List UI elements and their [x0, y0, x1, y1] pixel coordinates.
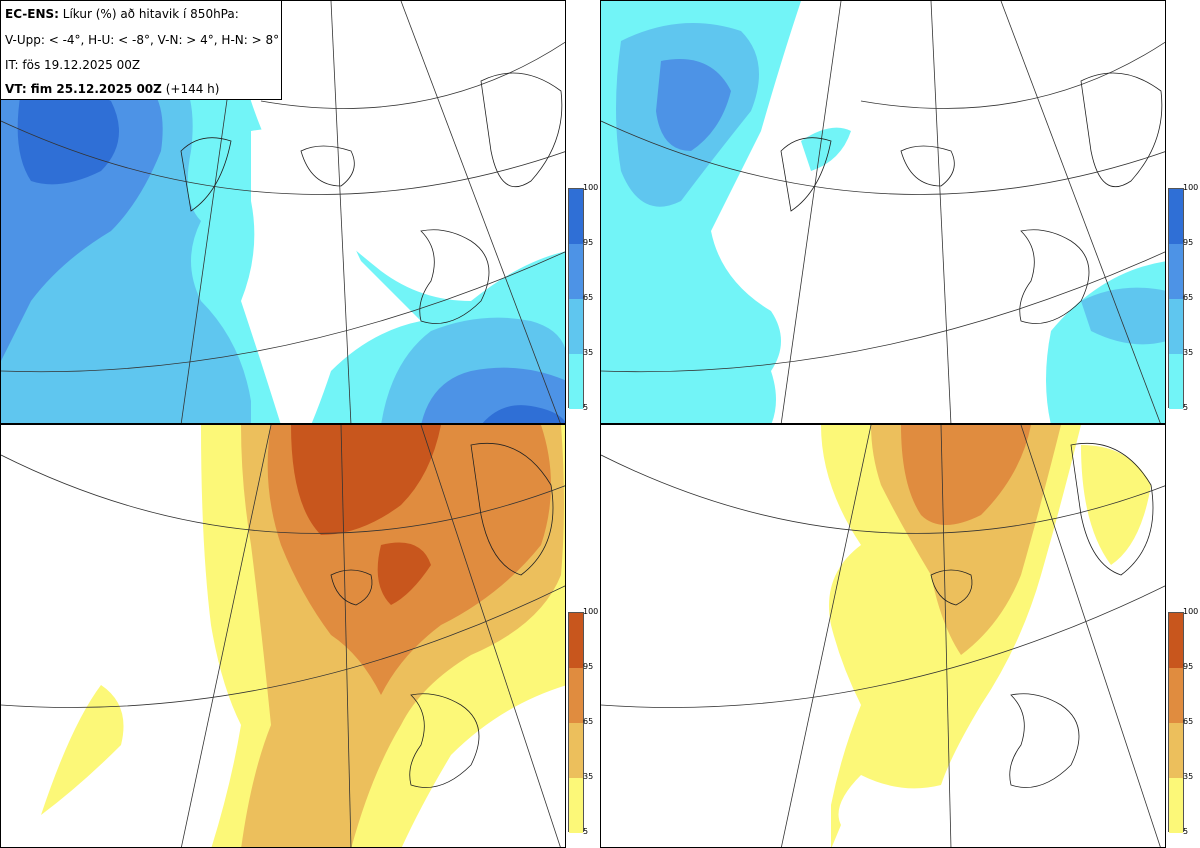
legend-lead-time: (+144 h) [165, 82, 220, 96]
legend-categories: V-Upp: < -4°, H-U: < -8°, V-N: > 4°, H-N… [5, 33, 280, 47]
map-panel-cold-8 [600, 0, 1166, 424]
colorbar-tick: 100 [583, 183, 599, 192]
colorbar-tick: 95 [1183, 662, 1194, 671]
colorbar-tick: 65 [583, 717, 594, 726]
legend-valid-time: VT: fim 25.12.2025 00Z [5, 82, 162, 96]
colorbar-tick: 100 [583, 607, 599, 616]
colorbar-segment [569, 299, 583, 354]
colorbar-tick: 65 [1183, 293, 1194, 302]
colorbar-tick: 100 [1183, 183, 1199, 192]
colorbar-tick: 65 [583, 293, 594, 302]
colorbar-segment [569, 723, 583, 778]
colorbar-tick: 35 [583, 348, 594, 357]
colorbar-tick: 35 [1183, 772, 1194, 781]
colorbar-segment [1169, 299, 1183, 354]
colorbar-tick: 95 [1183, 238, 1194, 247]
colorbar-segment [569, 668, 583, 723]
legend-title: Líkur (%) að hitavik í 850hPa: [62, 7, 239, 21]
colorbar-segment [569, 613, 583, 668]
colorbar-segment [1169, 354, 1183, 409]
colorbar-segment [1169, 668, 1183, 723]
colorbar-cold-top-left [568, 188, 584, 409]
map-panel-warm-8 [600, 424, 1166, 848]
colorbar-segment [1169, 778, 1183, 833]
colorbar-segment [569, 189, 583, 244]
colorbar-tick: 100 [1183, 607, 1199, 616]
colorbar-segment [1169, 189, 1183, 244]
legend-init-time: IT: fös 19.12.2025 00Z [5, 58, 141, 72]
probability-map-cold-8 [601, 1, 1165, 423]
colorbar-tick: 95 [583, 238, 594, 247]
colorbar-segment [1169, 613, 1183, 668]
legend-model: EC-ENS: [5, 7, 59, 21]
colorbar-tick: 35 [1183, 348, 1194, 357]
colorbar-tick: 5 [1183, 827, 1189, 836]
colorbar-tick: 95 [583, 662, 594, 671]
colorbar-segment [1169, 723, 1183, 778]
colorbar-segment [1169, 244, 1183, 299]
map-panel-warm-4 [0, 424, 566, 848]
colorbar-warm-bottom-left [568, 612, 584, 833]
colorbar-cold-top-right [1168, 188, 1184, 409]
colorbar-tick: 5 [583, 403, 589, 412]
colorbar-tick: 35 [583, 772, 594, 781]
colorbar-segment [569, 244, 583, 299]
probability-map-warm-8 [601, 425, 1165, 847]
legend-box: EC-ENS: Líkur (%) að hitavik í 850hPa: V… [0, 0, 282, 100]
legend-title-row: EC-ENS: Líkur (%) að hitavik í 850hPa: [5, 7, 239, 21]
colorbar-tick: 5 [1183, 403, 1189, 412]
colorbar-segment [569, 354, 583, 409]
colorbar-tick: 5 [583, 827, 589, 836]
colorbar-warm-bottom-right [1168, 612, 1184, 833]
legend-valid-row: VT: fim 25.12.2025 00Z (+144 h) [5, 82, 219, 96]
colorbar-segment [569, 778, 583, 833]
probability-map-warm-4 [1, 425, 565, 847]
colorbar-tick: 65 [1183, 717, 1194, 726]
